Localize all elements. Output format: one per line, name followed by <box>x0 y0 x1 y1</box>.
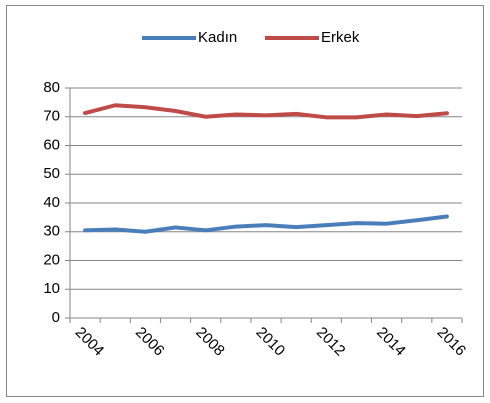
y-tick-label: 20 <box>43 251 60 268</box>
series-line <box>83 103 449 120</box>
y-tick-label: 0 <box>52 309 60 326</box>
chart-border <box>6 5 484 397</box>
y-tick-label: 50 <box>43 165 60 182</box>
y-tick-label: 60 <box>43 136 60 153</box>
y-tick-label: 40 <box>43 194 60 211</box>
series-line <box>83 214 449 234</box>
y-tick-label: 30 <box>43 223 60 240</box>
y-tick-label: 70 <box>43 108 60 125</box>
y-tick-label: 80 <box>43 79 60 96</box>
y-tick-label: 10 <box>43 280 60 297</box>
legend-label: Kadın <box>198 29 237 46</box>
legend-label: Erkek <box>321 29 360 46</box>
